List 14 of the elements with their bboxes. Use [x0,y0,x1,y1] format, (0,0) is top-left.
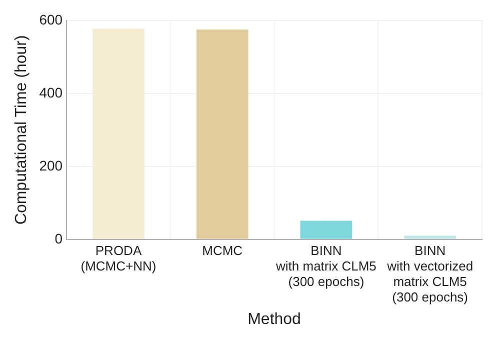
x-tick-label: BINN with vectorized matrix CLM5 (300 epochs) [386,242,474,305]
y-tick-label: 600 [39,11,63,28]
y-axis-title: Computational Time (hour) [13,35,30,225]
bar [404,236,456,239]
bar [92,28,144,239]
bar [300,220,352,239]
y-tick-label: 0 [54,230,63,246]
x-tick-label: PRODA (MCMC+NN) [80,242,156,274]
bar [196,30,248,239]
x-tick-label: MCMC [202,242,243,258]
y-tick-label: 400 [39,84,63,100]
x-tick-label: BINN with matrix CLM5 (300 epochs) [275,242,376,289]
y-tick-label: 200 [39,157,63,174]
x-axis-title: Method [248,310,301,328]
